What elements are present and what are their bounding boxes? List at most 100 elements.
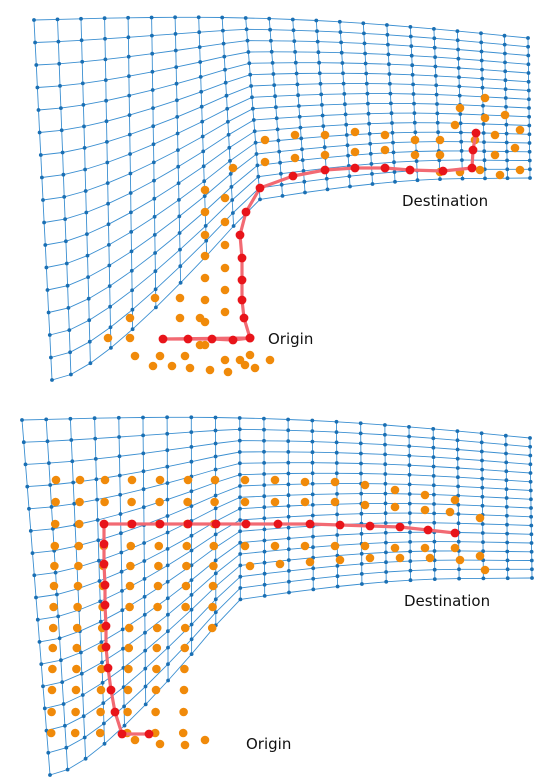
- mesh-node: [479, 431, 484, 436]
- mesh-node: [43, 243, 48, 247]
- mesh-node: [278, 160, 282, 165]
- path-node: [468, 145, 478, 155]
- mesh-node: [238, 529, 243, 534]
- mesh-node: [202, 194, 207, 199]
- mesh-node: [505, 540, 510, 545]
- mesh-node: [302, 179, 307, 184]
- mesh-node: [151, 124, 156, 129]
- mesh-node: [262, 449, 266, 454]
- mesh-node: [267, 16, 272, 21]
- mesh-node: [198, 75, 203, 79]
- mesh-row-line: [42, 541, 532, 687]
- path-node: [241, 207, 251, 217]
- mesh-node: [368, 141, 373, 146]
- mesh-node: [47, 461, 51, 465]
- mesh-node: [46, 750, 51, 755]
- mesh-node: [46, 310, 51, 315]
- mesh-node: [455, 466, 460, 470]
- explored-node: [154, 541, 164, 551]
- mesh-node: [317, 60, 321, 65]
- mesh-row-line: [23, 428, 531, 448]
- mesh-node: [529, 497, 533, 502]
- mesh-node: [481, 122, 486, 126]
- mesh-node: [70, 459, 75, 464]
- explored-node: [51, 475, 61, 485]
- mesh-node: [432, 27, 436, 31]
- mesh-node: [335, 533, 340, 537]
- explored-node: [195, 313, 205, 323]
- mesh-node: [386, 52, 391, 57]
- mesh-node: [107, 243, 111, 247]
- explored-node: [155, 497, 164, 507]
- mesh-node: [295, 82, 300, 87]
- mesh-node: [177, 214, 182, 219]
- mesh-node: [505, 549, 510, 554]
- explored-node: [425, 553, 435, 563]
- mesh-node: [107, 263, 112, 268]
- bottom-panel: Origin Destination: [20, 415, 534, 777]
- mesh-node: [383, 501, 388, 506]
- explored-nodes: [46, 475, 490, 750]
- mesh-node: [204, 238, 209, 243]
- mesh-node: [359, 531, 364, 536]
- mesh-node: [504, 460, 509, 465]
- path-node: [99, 539, 109, 549]
- mesh-node: [459, 139, 464, 144]
- mesh-node: [65, 767, 70, 772]
- mesh-node: [505, 176, 510, 181]
- mesh-node: [310, 481, 315, 486]
- explored-node: [220, 263, 230, 273]
- mesh-node: [456, 512, 461, 516]
- mesh-node: [150, 88, 155, 92]
- mesh-node: [388, 81, 392, 86]
- mesh-node: [262, 472, 266, 476]
- path-node: [320, 165, 330, 175]
- explored-node: [330, 497, 340, 507]
- mesh-node: [455, 438, 460, 443]
- explored-node: [265, 355, 275, 365]
- mesh-node: [431, 483, 436, 488]
- mesh-node: [64, 261, 69, 266]
- mesh-node: [358, 441, 363, 446]
- mesh-node: [118, 492, 123, 497]
- mesh-node: [189, 607, 194, 612]
- explored-node: [209, 541, 219, 551]
- mesh-node: [431, 474, 436, 478]
- explored-node: [245, 350, 255, 360]
- explored-node: [300, 497, 310, 507]
- mesh-node: [505, 167, 510, 172]
- mesh-node: [238, 563, 243, 568]
- explored-node: [126, 561, 135, 571]
- mesh-node: [86, 275, 90, 279]
- mesh-node: [504, 442, 508, 447]
- explored-node: [123, 685, 133, 695]
- explored-node: [49, 581, 59, 591]
- explored-node: [270, 497, 280, 507]
- mesh-node: [322, 145, 327, 150]
- mesh-node: [320, 113, 325, 118]
- mesh-node: [55, 592, 59, 597]
- explored-node: [410, 150, 420, 160]
- mesh-node: [433, 74, 438, 78]
- explored-node: [182, 541, 192, 551]
- mesh-node: [103, 57, 108, 62]
- explored-node: [130, 735, 140, 745]
- mesh-node: [38, 153, 43, 157]
- mesh-node: [359, 511, 364, 516]
- mesh-node: [272, 83, 277, 87]
- mesh-node: [129, 230, 134, 234]
- mesh-node: [334, 419, 339, 424]
- mesh-node: [343, 102, 347, 107]
- explored-node: [74, 541, 84, 551]
- mesh-node: [502, 42, 507, 47]
- mesh-node: [310, 429, 315, 433]
- mesh-node: [458, 112, 463, 116]
- mesh-node: [299, 136, 304, 141]
- mesh-node: [149, 15, 154, 20]
- mesh-node: [340, 61, 345, 65]
- mesh-node: [105, 160, 110, 165]
- mesh-node: [45, 439, 50, 444]
- mesh-node: [317, 71, 322, 76]
- mesh-node: [415, 178, 420, 183]
